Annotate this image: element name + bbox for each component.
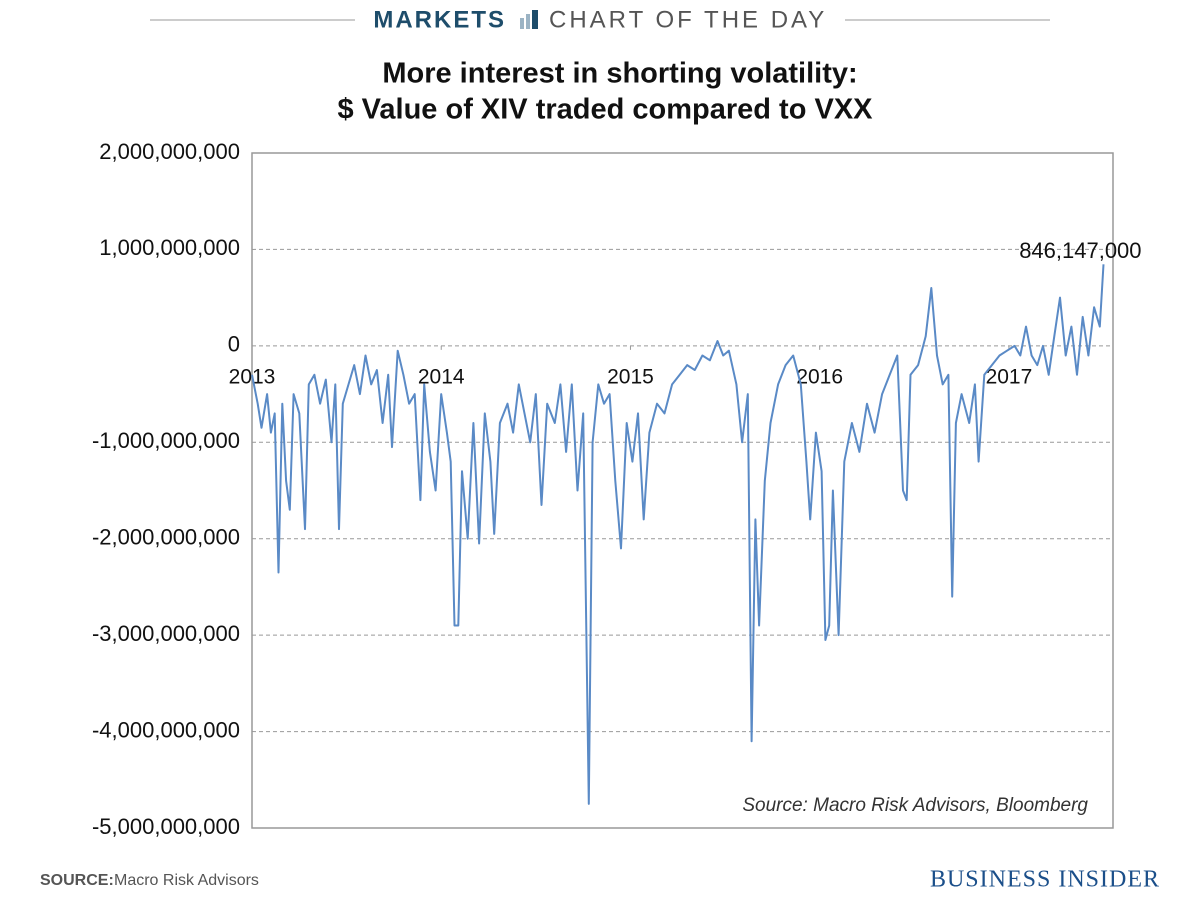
y-tick-label: 0: [228, 332, 240, 357]
chart-title: More interest in shorting volatility:: [382, 58, 857, 90]
y-tick-label: 1,000,000,000: [99, 235, 240, 260]
y-tick-label: -1,000,000,000: [92, 428, 240, 453]
footer-source: Macro Risk Advisors: [114, 872, 259, 889]
x-tick-label: 2014: [418, 365, 465, 388]
y-tick-label: -5,000,000,000: [92, 814, 240, 839]
y-tick-label: 2,000,000,000: [99, 139, 240, 164]
chart-title: $ Value of XIV traded compared to VXX: [337, 94, 873, 126]
source-note: Source: Macro Risk Advisors, Bloomberg: [742, 795, 1088, 816]
annotation: 846,147,000: [1019, 238, 1141, 263]
x-tick-label: 2015: [607, 365, 654, 388]
y-tick-label: -2,000,000,000: [92, 525, 240, 550]
series-line: [251, 264, 1105, 805]
y-tick-label: -3,000,000,000: [92, 621, 240, 646]
header-icon: [520, 10, 538, 29]
footer-source-label: SOURCE:: [40, 872, 114, 889]
y-tick-label: -4,000,000,000: [92, 717, 240, 742]
x-tick-label: 2017: [986, 365, 1033, 388]
brand: BUSINESS INSIDER: [930, 867, 1160, 893]
plot-area: [251, 152, 1114, 829]
kicker: CHART OF THE DAY: [549, 6, 827, 33]
x-tick-label: 2016: [796, 365, 843, 388]
section-title: MARKETS: [373, 6, 506, 33]
